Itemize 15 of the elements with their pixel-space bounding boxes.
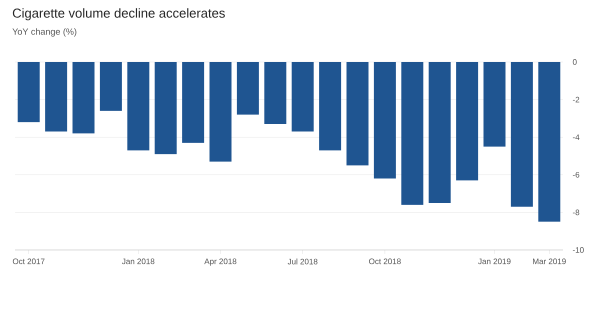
- y-tick-label: -8: [572, 210, 580, 216]
- x-tick-label: Jul 2018: [288, 258, 318, 264]
- chart-subtitle: YoY change (%): [12, 28, 76, 37]
- x-tick-label: Jan 2018: [122, 258, 154, 264]
- y-tick-label: -6: [572, 172, 580, 178]
- x-tick-label: Apr 2018: [204, 258, 236, 266]
- x-tick-label: Oct 2018: [369, 258, 401, 264]
- y-tick-label: -4: [572, 134, 580, 140]
- y-tick-label: -10: [572, 247, 584, 253]
- chart-title: Cigarette volume decline accelerates: [12, 8, 225, 20]
- x-tick-label: Mar 2019: [533, 258, 566, 264]
- y-tick-label: -2: [572, 96, 580, 102]
- x-tick-label: Jan 2019: [478, 258, 511, 264]
- y-tick-label: 0: [572, 59, 577, 65]
- x-tick-label: Oct 2017: [12, 258, 45, 264]
